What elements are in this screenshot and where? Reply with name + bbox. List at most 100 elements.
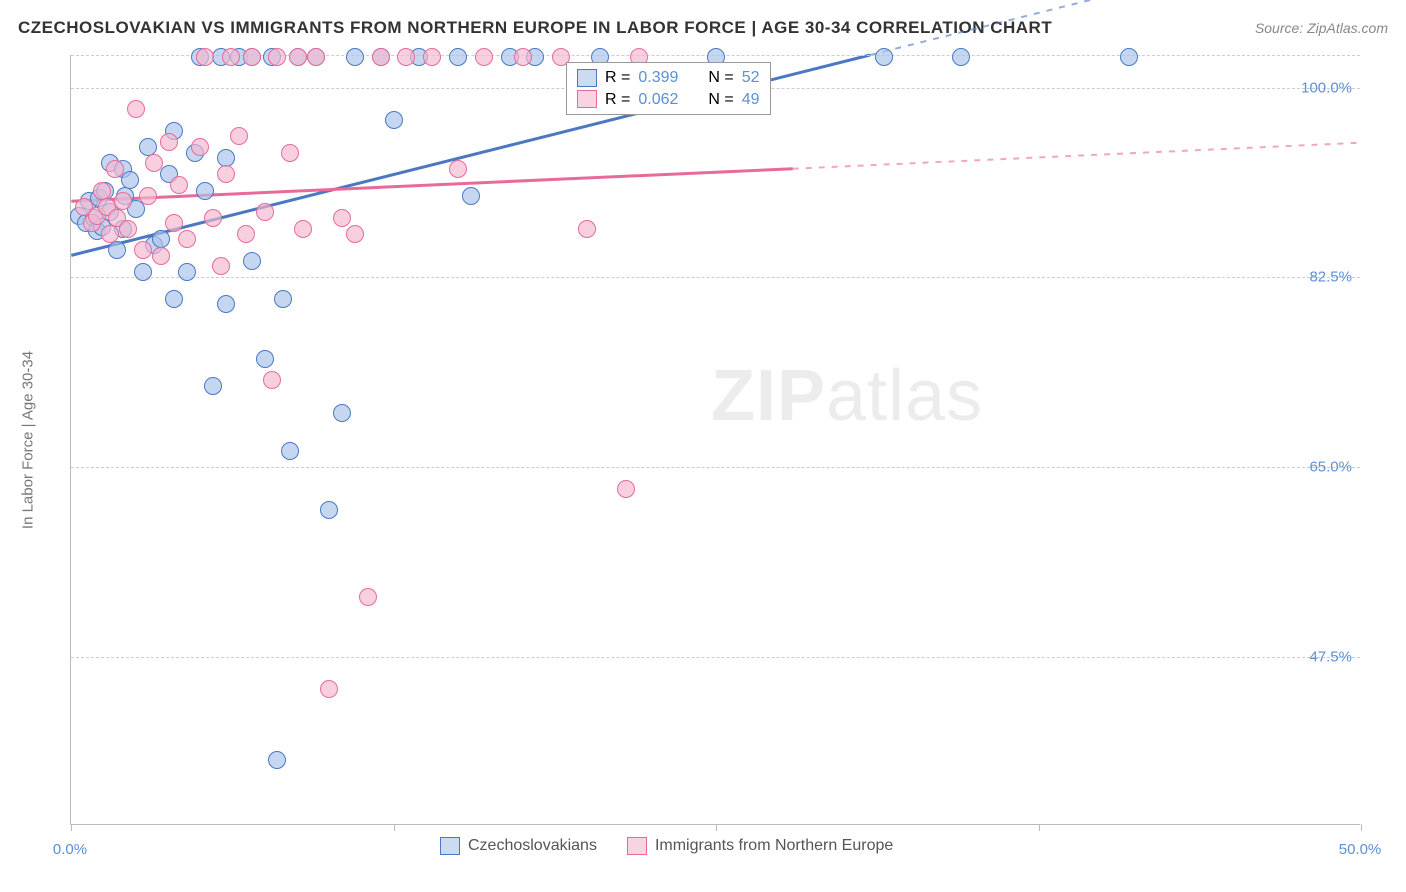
scatter-point-czech	[121, 171, 139, 189]
scatter-point-neu	[289, 48, 307, 66]
title-bar: CZECHOSLOVAKIAN VS IMMIGRANTS FROM NORTH…	[18, 18, 1388, 38]
scatter-point-neu	[160, 133, 178, 151]
y-tick-label: 47.5%	[1309, 648, 1352, 665]
scatter-point-neu	[449, 160, 467, 178]
watermark: ZIPatlas	[711, 355, 983, 437]
source-label: Source: ZipAtlas.com	[1255, 20, 1388, 36]
scatter-point-czech	[462, 187, 480, 205]
scatter-point-neu	[281, 144, 299, 162]
stat-r-label: R =	[605, 89, 630, 111]
legend-label-neu: Immigrants from Northern Europe	[655, 837, 893, 855]
scatter-point-neu	[475, 48, 493, 66]
stat-r-label: R =	[605, 67, 630, 89]
scatter-point-neu	[165, 214, 183, 232]
scatter-point-neu	[294, 220, 312, 238]
scatter-point-neu	[423, 48, 441, 66]
scatter-point-neu	[139, 187, 157, 205]
trend-lines-svg	[71, 55, 1360, 824]
scatter-point-neu	[333, 209, 351, 227]
scatter-point-czech	[196, 182, 214, 200]
scatter-point-neu	[101, 225, 119, 243]
scatter-point-neu	[263, 371, 281, 389]
scatter-point-neu	[320, 680, 338, 698]
stat-r-value-czech: 0.399	[638, 67, 678, 89]
scatter-point-neu	[178, 230, 196, 248]
scatter-point-neu	[230, 127, 248, 145]
scatter-point-neu	[372, 48, 390, 66]
scatter-point-neu	[93, 182, 111, 200]
scatter-point-czech	[217, 295, 235, 313]
stats-row-neu: R = 0.062 N = 49	[577, 89, 760, 111]
scatter-point-neu	[237, 225, 255, 243]
series-legend: Czechoslovakians Immigrants from Northern…	[440, 837, 893, 855]
gridline-horizontal	[71, 467, 1360, 468]
scatter-point-neu	[346, 225, 364, 243]
scatter-point-neu	[617, 480, 635, 498]
scatter-point-czech	[243, 252, 261, 270]
watermark-prefix: ZIP	[711, 356, 826, 436]
scatter-point-neu	[127, 100, 145, 118]
scatter-point-czech	[139, 138, 157, 156]
legend-item-neu: Immigrants from Northern Europe	[627, 837, 893, 855]
x-tick-mark	[71, 824, 72, 831]
scatter-point-czech	[875, 48, 893, 66]
y-tick-label: 82.5%	[1309, 269, 1352, 286]
legend-swatch-czech	[440, 837, 460, 855]
x-tick-label: 50.0%	[1339, 841, 1382, 858]
scatter-point-czech	[346, 48, 364, 66]
scatter-point-czech	[333, 404, 351, 422]
x-tick-mark	[1039, 824, 1040, 831]
gridline-horizontal	[71, 657, 1360, 658]
chart-title: CZECHOSLOVAKIAN VS IMMIGRANTS FROM NORTH…	[18, 18, 1052, 38]
stats-row-czech: R = 0.399 N = 52	[577, 67, 760, 89]
scatter-point-czech	[178, 263, 196, 281]
scatter-point-neu	[256, 203, 274, 221]
y-tick-label: 100.0%	[1301, 79, 1352, 96]
scatter-point-neu	[397, 48, 415, 66]
stats-legend-box: R = 0.399 N = 52 R = 0.062 N = 49	[566, 62, 771, 115]
scatter-point-czech	[165, 290, 183, 308]
scatter-point-czech	[108, 241, 126, 259]
scatter-plot: ZIPatlas 47.5% 65.0% 82.5% 100.0% R = 0.399 N …	[70, 55, 1360, 825]
stat-n-value-neu: 49	[742, 89, 760, 111]
scatter-point-czech	[1120, 48, 1138, 66]
scatter-point-neu	[106, 160, 124, 178]
scatter-point-neu	[212, 257, 230, 275]
scatter-point-czech	[134, 263, 152, 281]
scatter-point-neu	[204, 209, 222, 227]
legend-swatch-czech	[577, 69, 597, 87]
scatter-point-czech	[952, 48, 970, 66]
scatter-point-neu	[217, 165, 235, 183]
stat-n-value-czech: 52	[742, 67, 760, 89]
watermark-suffix: atlas	[826, 356, 983, 436]
scatter-point-czech	[320, 501, 338, 519]
x-tick-mark	[1361, 824, 1362, 831]
scatter-point-neu	[222, 48, 240, 66]
scatter-point-czech	[256, 350, 274, 368]
scatter-point-neu	[152, 247, 170, 265]
x-tick-mark	[716, 824, 717, 831]
scatter-point-neu	[114, 192, 132, 210]
scatter-point-czech	[385, 111, 403, 129]
scatter-point-neu	[119, 220, 137, 238]
y-tick-label: 65.0%	[1309, 459, 1352, 476]
scatter-point-neu	[243, 48, 261, 66]
scatter-point-neu	[170, 176, 188, 194]
legend-label-czech: Czechoslovakians	[468, 837, 597, 855]
scatter-point-neu	[578, 220, 596, 238]
stat-n-label: N =	[708, 67, 733, 89]
scatter-point-czech	[449, 48, 467, 66]
stat-r-value-neu: 0.062	[638, 89, 678, 111]
x-tick-label: 0.0%	[53, 841, 87, 858]
scatter-point-czech	[204, 377, 222, 395]
gridline-horizontal	[71, 277, 1360, 278]
stat-n-label: N =	[708, 89, 733, 111]
scatter-point-czech	[281, 442, 299, 460]
scatter-point-neu	[307, 48, 325, 66]
scatter-point-neu	[191, 138, 209, 156]
scatter-point-neu	[134, 241, 152, 259]
x-tick-mark	[394, 824, 395, 831]
scatter-point-czech	[274, 290, 292, 308]
legend-item-czech: Czechoslovakians	[440, 837, 597, 855]
legend-swatch-neu	[577, 90, 597, 108]
